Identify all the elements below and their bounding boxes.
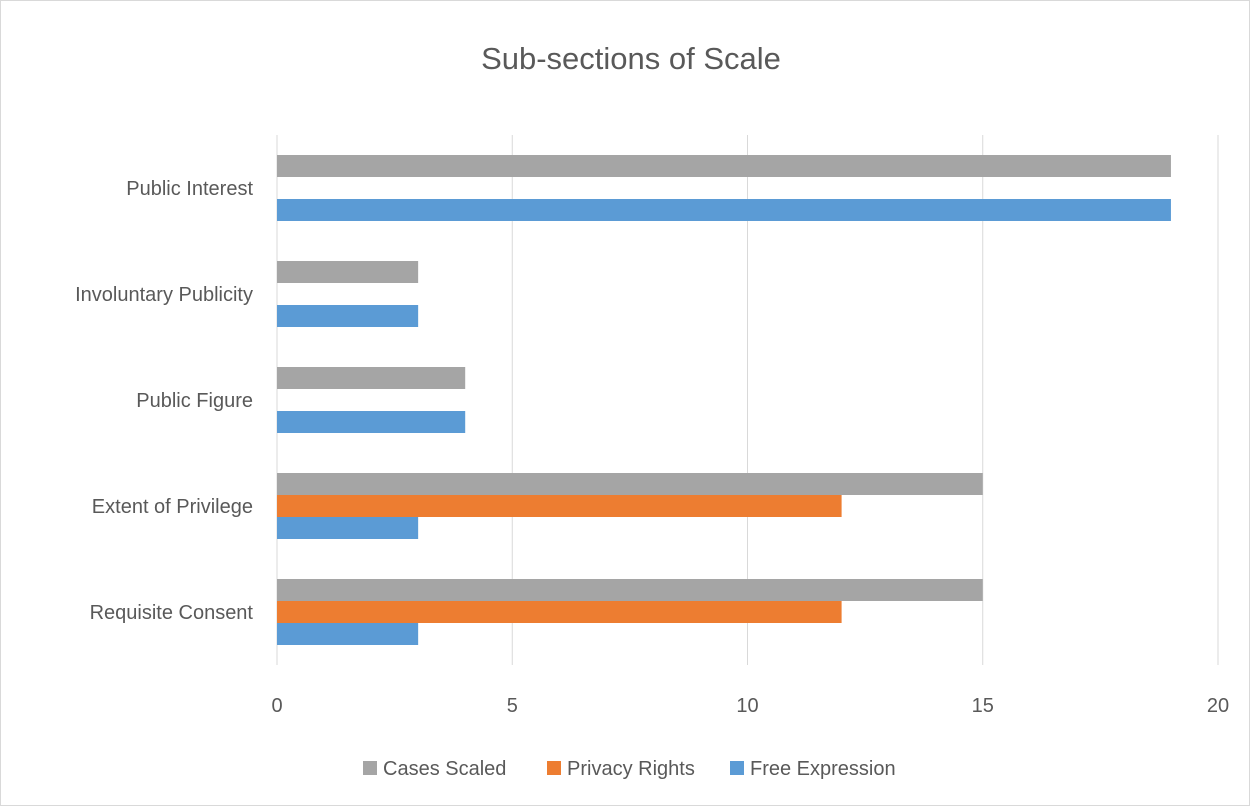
- bar-3-0: [277, 473, 983, 495]
- bar-3-1: [277, 495, 842, 517]
- legend-swatch-0: [363, 761, 377, 775]
- bar-3-2: [277, 517, 419, 539]
- bar-1-0: [277, 261, 419, 283]
- legend-label-1: Privacy Rights: [567, 758, 695, 780]
- x-tick-label-2: 10: [736, 695, 758, 717]
- legend-swatch-1: [547, 761, 561, 775]
- bar-4-1: [277, 601, 842, 623]
- x-tick-label-0: 0: [271, 695, 282, 717]
- gridlines: [276, 135, 1219, 665]
- chart-title: Sub-sections of Scale: [481, 41, 781, 76]
- bar-4-2: [277, 623, 419, 645]
- category-label-1: Involuntary Publicity: [75, 284, 253, 306]
- legend: Cases Scaled Privacy Rights Free Expressio…: [363, 758, 896, 780]
- bar-0-2: [277, 199, 1171, 221]
- category-label-2: Public Figure: [136, 390, 253, 412]
- bars: [277, 155, 1171, 645]
- legend-label-2: Free Expression: [750, 758, 896, 780]
- bar-4-0: [277, 579, 983, 601]
- x-tick-label-1: 5: [507, 695, 518, 717]
- category-labels: Public Interest Involuntary Publicity Publ…: [75, 178, 253, 624]
- x-tick-label-3: 15: [972, 695, 994, 717]
- x-tick-label-4: 20: [1207, 695, 1229, 717]
- category-label-4: Requisite Consent: [90, 602, 254, 624]
- bar-2-2: [277, 411, 466, 433]
- category-label-3: Extent of Privilege: [92, 496, 253, 518]
- x-tick-labels: 0 5 10 15 20: [271, 695, 1229, 717]
- legend-swatch-2: [730, 761, 744, 775]
- bar-1-2: [277, 305, 419, 327]
- bar-0-0: [277, 155, 1171, 177]
- category-label-0: Public Interest: [126, 178, 253, 200]
- legend-label-0: Cases Scaled: [383, 758, 506, 780]
- bar-2-0: [277, 367, 466, 389]
